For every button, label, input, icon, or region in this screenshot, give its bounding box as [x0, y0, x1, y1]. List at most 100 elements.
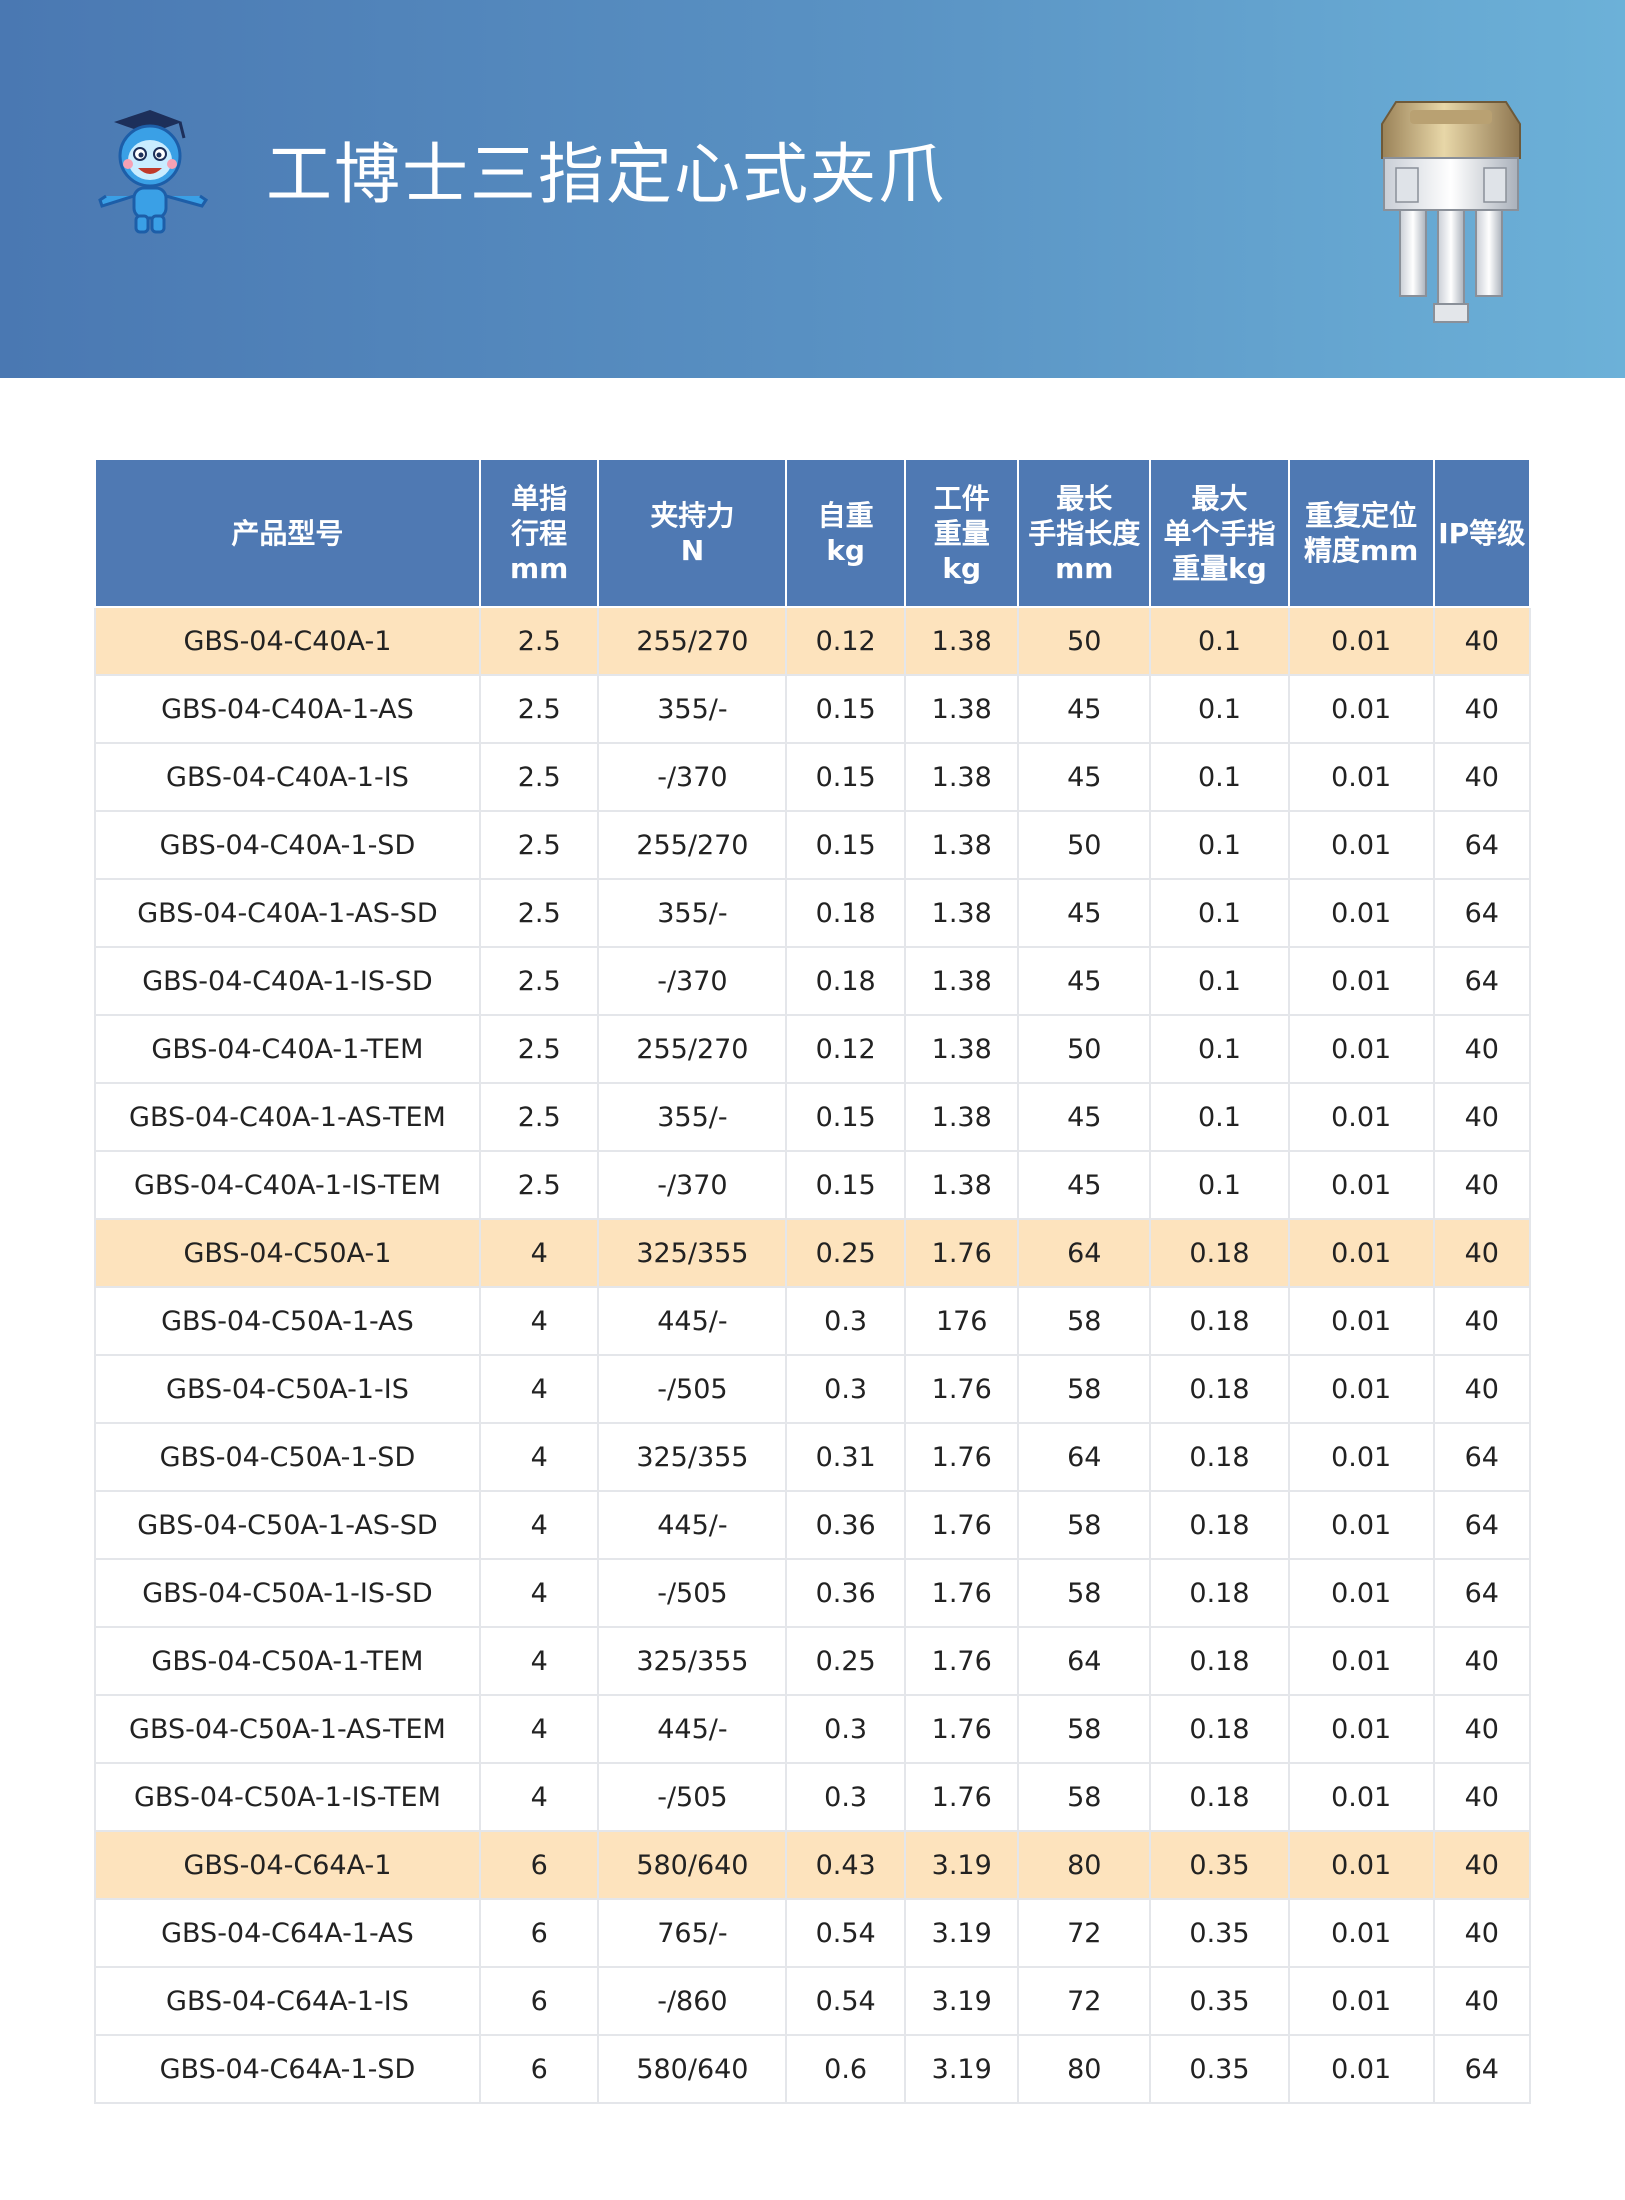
cell-workpiece-weight: 1.38: [903, 606, 1020, 676]
cell-repeatability: 0.01: [1287, 1422, 1435, 1492]
cell-stroke: 4: [478, 1762, 600, 1832]
cell-repeatability: 0.01: [1287, 2034, 1435, 2104]
header-banner: 工博士三指定心式夹爪: [0, 0, 1625, 378]
cell-ip-rating: 40: [1432, 1898, 1531, 1968]
cell-finger-length: 50: [1017, 606, 1152, 676]
cell-finger-weight: 0.35: [1149, 1830, 1290, 1900]
cell-finger-length: 72: [1017, 1966, 1152, 2036]
cell-repeatability: 0.01: [1287, 1014, 1435, 1084]
cell-self-weight: 0.15: [785, 674, 906, 744]
cell-stroke: 4: [478, 1354, 600, 1424]
cell-workpiece-weight: 3.19: [903, 2034, 1020, 2104]
cell-grip-force: 325/355: [597, 1218, 788, 1288]
cell-self-weight: 0.12: [785, 1014, 906, 1084]
cell-finger-weight: 0.18: [1149, 1286, 1290, 1356]
cell-model: GBS-04-C64A-1-AS: [94, 1898, 481, 1968]
cell-model: GBS-04-C50A-1: [94, 1218, 481, 1288]
cell-ip-rating: 64: [1432, 1422, 1531, 1492]
cell-stroke: 2.5: [478, 606, 600, 676]
cell-workpiece-weight: 1.76: [903, 1558, 1020, 1628]
table-row: GBS-04-C50A-1-SD 4 325/355 0.31 1.76 64 0.18 0.…: [94, 1422, 1531, 1492]
cell-model: GBS-04-C40A-1-AS-SD: [94, 878, 481, 948]
cell-grip-force: 445/-: [597, 1694, 788, 1764]
cell-workpiece-weight: 3.19: [903, 1830, 1020, 1900]
cell-model: GBS-04-C40A-1-IS: [94, 742, 481, 812]
cell-workpiece-weight: 3.19: [903, 1966, 1020, 2036]
cell-model: GBS-04-C50A-1-IS-SD: [94, 1558, 481, 1628]
cell-model: GBS-04-C50A-1-IS: [94, 1354, 481, 1424]
cell-repeatability: 0.01: [1287, 1150, 1435, 1220]
cell-finger-length: 58: [1017, 1694, 1152, 1764]
cell-finger-weight: 0.1: [1149, 1014, 1290, 1084]
cell-finger-length: 45: [1017, 878, 1152, 948]
cell-stroke: 2.5: [478, 1014, 600, 1084]
cell-finger-length: 58: [1017, 1762, 1152, 1832]
cell-self-weight: 0.31: [785, 1422, 906, 1492]
cell-repeatability: 0.01: [1287, 1966, 1435, 2036]
cell-self-weight: 0.36: [785, 1490, 906, 1560]
cell-stroke: 6: [478, 2034, 600, 2104]
cell-workpiece-weight: 1.76: [903, 1490, 1020, 1560]
cell-stroke: 6: [478, 1898, 600, 1968]
cell-repeatability: 0.01: [1287, 1626, 1435, 1696]
table-row: GBS-04-C50A-1-AS-SD 4 445/- 0.36 1.76 58 0.18 0…: [94, 1490, 1531, 1560]
cell-finger-weight: 0.1: [1149, 1082, 1290, 1152]
cell-ip-rating: 40: [1432, 1082, 1531, 1152]
cell-workpiece-weight: 176: [903, 1286, 1020, 1356]
table-row: GBS-04-C64A-1-SD 6 580/640 0.6 3.19 80 0.35 0.0…: [94, 2034, 1531, 2104]
cell-stroke: 2.5: [478, 810, 600, 880]
cell-finger-weight: 0.18: [1149, 1490, 1290, 1560]
cell-finger-weight: 0.1: [1149, 742, 1290, 812]
header-stroke: 单指 行程 mm: [478, 458, 600, 608]
cell-grip-force: 255/270: [597, 1014, 788, 1084]
cell-stroke: 2.5: [478, 1150, 600, 1220]
cell-grip-force: 255/270: [597, 810, 788, 880]
cell-self-weight: 0.6: [785, 2034, 906, 2104]
cell-stroke: 4: [478, 1218, 600, 1288]
cell-finger-length: 45: [1017, 946, 1152, 1016]
cell-workpiece-weight: 1.76: [903, 1218, 1020, 1288]
cell-repeatability: 0.01: [1287, 1218, 1435, 1288]
cell-finger-weight: 0.1: [1149, 946, 1290, 1016]
cell-finger-length: 72: [1017, 1898, 1152, 1968]
header-finger-length: 最长 手指长度 mm: [1017, 458, 1152, 608]
header-self-weight: 自重 kg: [785, 458, 906, 608]
cell-ip-rating: 64: [1432, 2034, 1531, 2104]
cell-workpiece-weight: 1.76: [903, 1354, 1020, 1424]
cell-finger-weight: 0.18: [1149, 1354, 1290, 1424]
cell-repeatability: 0.01: [1287, 1286, 1435, 1356]
cell-repeatability: 0.01: [1287, 742, 1435, 812]
cell-finger-length: 64: [1017, 1626, 1152, 1696]
table-row: GBS-04-C50A-1-IS 4 -/505 0.3 1.76 58 0.18 0.01 4…: [94, 1354, 1531, 1424]
cell-finger-weight: 0.1: [1149, 674, 1290, 744]
cell-workpiece-weight: 1.38: [903, 1082, 1020, 1152]
cell-self-weight: 0.15: [785, 742, 906, 812]
table-row: GBS-04-C64A-1-IS 6 -/860 0.54 3.19 72 0.35 0.01…: [94, 1966, 1531, 2036]
cell-self-weight: 0.3: [785, 1694, 906, 1764]
cell-ip-rating: 40: [1432, 1830, 1531, 1900]
cell-workpiece-weight: 1.38: [903, 742, 1020, 812]
cell-finger-weight: 0.18: [1149, 1422, 1290, 1492]
table-row: GBS-04-C50A-1-IS-TEM 4 -/505 0.3 1.76 58 0.18 0…: [94, 1762, 1531, 1832]
cell-stroke: 4: [478, 1422, 600, 1492]
cell-ip-rating: 40: [1432, 1218, 1531, 1288]
cell-repeatability: 0.01: [1287, 674, 1435, 744]
cell-model: GBS-04-C50A-1-IS-TEM: [94, 1762, 481, 1832]
cell-model: GBS-04-C50A-1-AS-SD: [94, 1490, 481, 1560]
cell-ip-rating: 40: [1432, 674, 1531, 744]
cell-stroke: 4: [478, 1286, 600, 1356]
cell-ip-rating: 40: [1432, 742, 1531, 812]
cell-repeatability: 0.01: [1287, 946, 1435, 1016]
cell-grip-force: -/860: [597, 1966, 788, 2036]
table-row: GBS-04-C40A-1-IS 2.5 -/370 0.15 1.38 45 0.1 0.0…: [94, 742, 1531, 812]
cell-grip-force: 765/-: [597, 1898, 788, 1968]
cell-finger-weight: 0.18: [1149, 1762, 1290, 1832]
cell-ip-rating: 64: [1432, 810, 1531, 880]
cell-finger-weight: 0.18: [1149, 1694, 1290, 1764]
cell-finger-length: 50: [1017, 810, 1152, 880]
cell-ip-rating: 64: [1432, 878, 1531, 948]
cell-finger-weight: 0.1: [1149, 878, 1290, 948]
cell-workpiece-weight: 3.19: [903, 1898, 1020, 1968]
page-title: 工博士三指定心式夹爪: [266, 136, 946, 213]
cell-model: GBS-04-C40A-1-AS-TEM: [94, 1082, 481, 1152]
